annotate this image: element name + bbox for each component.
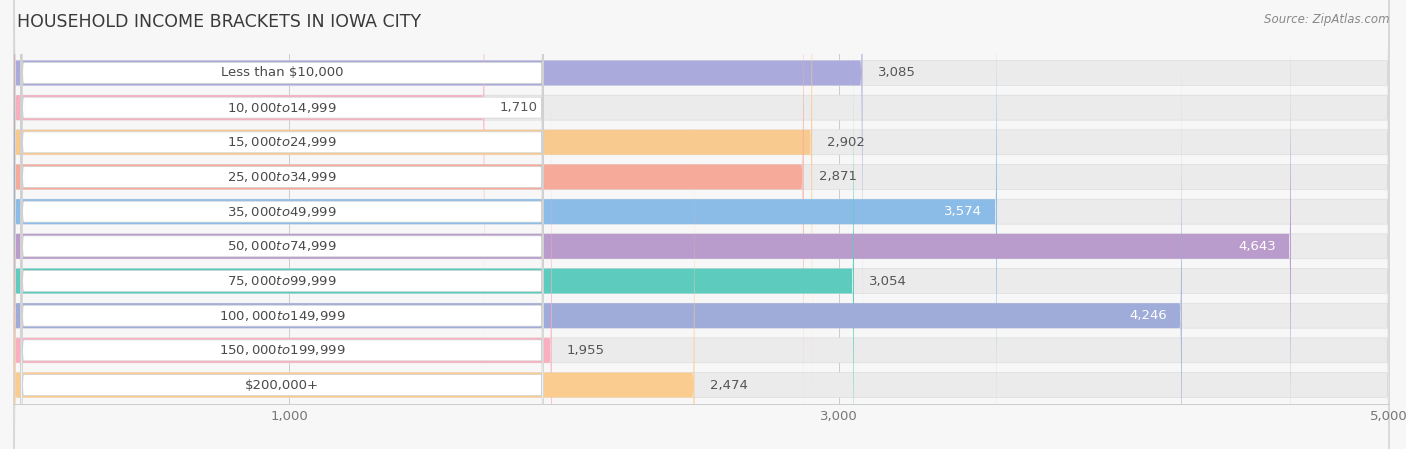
- FancyBboxPatch shape: [21, 84, 544, 449]
- FancyBboxPatch shape: [14, 0, 1389, 449]
- FancyBboxPatch shape: [14, 0, 1389, 338]
- Text: 3,054: 3,054: [869, 274, 907, 287]
- FancyBboxPatch shape: [14, 0, 862, 338]
- FancyBboxPatch shape: [14, 0, 484, 373]
- FancyBboxPatch shape: [21, 0, 544, 374]
- FancyBboxPatch shape: [14, 16, 1389, 449]
- FancyBboxPatch shape: [21, 49, 544, 449]
- FancyBboxPatch shape: [14, 0, 1291, 449]
- Text: HOUSEHOLD INCOME BRACKETS IN IOWA CITY: HOUSEHOLD INCOME BRACKETS IN IOWA CITY: [17, 13, 420, 31]
- Text: 2,902: 2,902: [827, 136, 865, 149]
- Text: 3,574: 3,574: [943, 205, 981, 218]
- Text: 2,474: 2,474: [710, 379, 748, 392]
- FancyBboxPatch shape: [14, 0, 1389, 442]
- FancyBboxPatch shape: [14, 0, 804, 442]
- Text: $35,000 to $49,999: $35,000 to $49,999: [228, 205, 337, 219]
- FancyBboxPatch shape: [14, 0, 1389, 373]
- FancyBboxPatch shape: [21, 0, 544, 444]
- Text: $25,000 to $34,999: $25,000 to $34,999: [228, 170, 337, 184]
- FancyBboxPatch shape: [14, 51, 1389, 449]
- Text: Source: ZipAtlas.com: Source: ZipAtlas.com: [1264, 13, 1389, 26]
- FancyBboxPatch shape: [14, 0, 1389, 449]
- Text: $15,000 to $24,999: $15,000 to $24,999: [228, 135, 337, 150]
- Text: 1,955: 1,955: [567, 344, 605, 357]
- FancyBboxPatch shape: [21, 0, 544, 449]
- FancyBboxPatch shape: [14, 85, 551, 449]
- FancyBboxPatch shape: [14, 0, 813, 407]
- FancyBboxPatch shape: [21, 0, 544, 449]
- Text: $150,000 to $199,999: $150,000 to $199,999: [219, 343, 346, 357]
- Text: $75,000 to $99,999: $75,000 to $99,999: [228, 274, 337, 288]
- FancyBboxPatch shape: [14, 120, 1389, 449]
- Text: 3,085: 3,085: [877, 66, 915, 79]
- FancyBboxPatch shape: [14, 51, 1182, 449]
- FancyBboxPatch shape: [21, 0, 544, 449]
- Text: $100,000 to $149,999: $100,000 to $149,999: [219, 308, 346, 323]
- FancyBboxPatch shape: [14, 0, 1389, 407]
- FancyBboxPatch shape: [21, 0, 544, 409]
- FancyBboxPatch shape: [14, 120, 695, 449]
- Text: 4,246: 4,246: [1129, 309, 1167, 322]
- FancyBboxPatch shape: [14, 85, 1389, 449]
- Text: 1,710: 1,710: [499, 101, 537, 114]
- Text: $50,000 to $74,999: $50,000 to $74,999: [228, 239, 337, 253]
- Text: 2,871: 2,871: [818, 171, 856, 184]
- Text: 4,643: 4,643: [1239, 240, 1275, 253]
- FancyBboxPatch shape: [21, 0, 544, 449]
- Text: $10,000 to $14,999: $10,000 to $14,999: [228, 101, 337, 114]
- Text: Less than $10,000: Less than $10,000: [221, 66, 343, 79]
- Text: $200,000+: $200,000+: [245, 379, 319, 392]
- FancyBboxPatch shape: [14, 16, 853, 449]
- FancyBboxPatch shape: [14, 0, 997, 449]
- FancyBboxPatch shape: [21, 14, 544, 449]
